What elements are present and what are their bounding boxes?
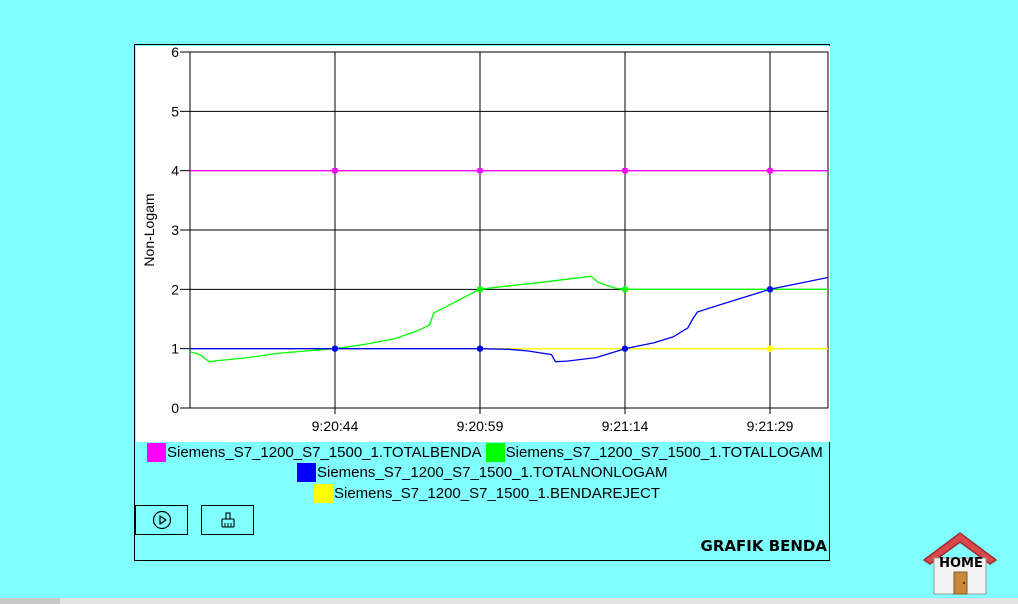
- data-point: [476, 167, 484, 174]
- legend-label: Siemens_S7_1200_S7_1500_1.TOTALBENDA: [167, 443, 482, 461]
- legend-item: Siemens_S7_1200_S7_1500_1.TOTALLOGAM: [485, 442, 823, 462]
- x-tick-label: 9:21:14: [602, 418, 649, 434]
- y-tick-label: 0: [171, 400, 179, 416]
- data-point: [766, 167, 774, 174]
- y-axis-label: Non-Logam: [141, 193, 157, 266]
- horizontal-scrollbar[interactable]: [0, 598, 1018, 604]
- x-tick-label: 9:20:44: [312, 418, 359, 434]
- data-point: [766, 286, 774, 293]
- y-tick-label: 3: [171, 222, 179, 238]
- clear-button[interactable]: [201, 505, 254, 535]
- data-point: [476, 286, 484, 293]
- x-tick-label: 9:21:29: [747, 418, 794, 434]
- data-point: [476, 345, 484, 352]
- legend-item: Siemens_S7_1200_S7_1500_1.BENDAREJECT: [314, 483, 661, 503]
- data-point: [621, 345, 629, 352]
- line-chart: 0 1 2 3 4 5 6 9:20:44 9:20:59 9:21:14 9:21:29 Non-L…: [141, 46, 829, 434]
- play-icon: [152, 510, 171, 530]
- legend-row-1: Siemens_S7_1200_S7_1500_1.TOTALBENDA Sie…: [147, 441, 823, 463]
- plot-area: 0 1 2 3 4 5 6 9:20:44 9:20:59 9:21:14 9:21:29 Non-L…: [136, 46, 830, 442]
- legend-swatch: [485, 442, 505, 462]
- legend-label: Siemens_S7_1200_S7_1500_1.TOTALLOGAM: [505, 443, 823, 461]
- y-tick-label: 5: [171, 103, 179, 119]
- data-point: [331, 167, 339, 174]
- data-point: [621, 167, 629, 174]
- broom-icon: [220, 512, 235, 528]
- legend-label: Siemens_S7_1200_S7_1500_1.BENDAREJECT: [334, 484, 661, 502]
- legend-swatch: [297, 462, 316, 482]
- data-point: [331, 345, 339, 352]
- chart-name: GRAFIK BENDA: [700, 537, 827, 555]
- y-tick-label: 6: [171, 46, 179, 60]
- data-point: [621, 286, 629, 293]
- legend-label: Siemens_S7_1200_S7_1500_1.TOTALNONLOGAM: [317, 463, 668, 481]
- legend-row-2: Siemens_S7_1200_S7_1500_1.TOTALNONLOGAM: [297, 461, 667, 483]
- home-button[interactable]: HOME: [920, 530, 1000, 596]
- home-label: HOME: [939, 556, 983, 571]
- legend-swatch: [147, 442, 166, 462]
- y-tick-label: 4: [171, 163, 179, 179]
- x-tick-label: 9:20:59: [457, 418, 504, 434]
- chart-panel: 0 1 2 3 4 5 6 9:20:44 9:20:59 9:21:14 9:21:29 Non-L…: [134, 44, 830, 561]
- series-line: [190, 275, 828, 363]
- legend-item: Siemens_S7_1200_S7_1500_1.TOTALBENDA: [147, 442, 482, 462]
- scrollbar-thumb[interactable]: [0, 598, 60, 604]
- data-point: [766, 345, 774, 352]
- legend-swatch: [314, 483, 333, 503]
- house-icon: [922, 532, 998, 595]
- legend-item: Siemens_S7_1200_S7_1500_1.TOTALNONLOGAM: [297, 462, 668, 482]
- legend-row-3: Siemens_S7_1200_S7_1500_1.BENDAREJECT: [314, 482, 660, 504]
- y-tick-label: 1: [171, 341, 179, 357]
- play-button[interactable]: [135, 505, 188, 535]
- y-tick-label: 2: [171, 281, 179, 297]
- series-line: [190, 276, 828, 363]
